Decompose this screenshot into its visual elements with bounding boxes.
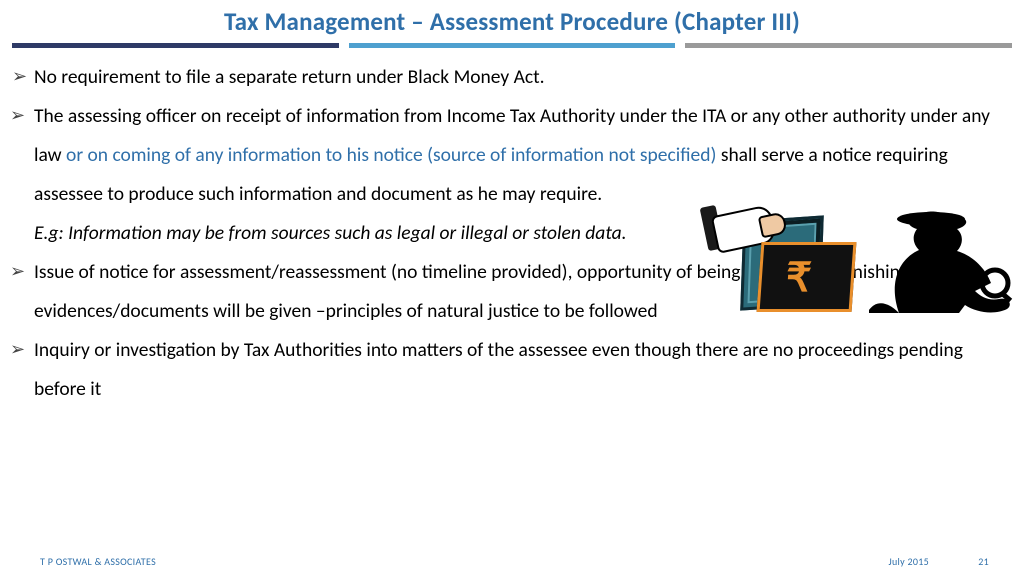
safe-illustration: ₹ bbox=[714, 210, 869, 315]
title-divider bbox=[0, 37, 1024, 48]
rupee-icon: ₹ bbox=[784, 255, 813, 301]
divider-seg-2 bbox=[349, 43, 676, 48]
body-text: No requirement to file a separate return… bbox=[34, 65, 545, 89]
slide-title: Tax Management – Assessment Procedure (C… bbox=[0, 0, 1024, 37]
footer-date: July 2015 bbox=[889, 555, 930, 568]
illustration: ₹ bbox=[714, 205, 1014, 315]
highlighted-text: or on coming of any information to his n… bbox=[66, 143, 716, 167]
bullet-item: Inquiry or investigation by Tax Authorit… bbox=[10, 331, 1014, 409]
footer-page: 21 bbox=[978, 555, 989, 568]
detective-silhouette-icon bbox=[869, 205, 1014, 315]
body-text: Inquiry or investigation by Tax Authorit… bbox=[34, 338, 963, 401]
bullet-item: No requirement to file a separate return… bbox=[10, 58, 1014, 97]
divider-seg-1 bbox=[12, 43, 339, 48]
divider-seg-3 bbox=[685, 43, 1012, 48]
bullet-item: The assessing officer on receipt of info… bbox=[10, 97, 1014, 214]
footer-org: T P OSTWAL & ASSOCIATES bbox=[40, 555, 156, 568]
slide-footer: T P OSTWAL & ASSOCIATES July 2015 21 bbox=[0, 546, 1024, 568]
safe-interior-icon: ₹ bbox=[757, 242, 857, 312]
